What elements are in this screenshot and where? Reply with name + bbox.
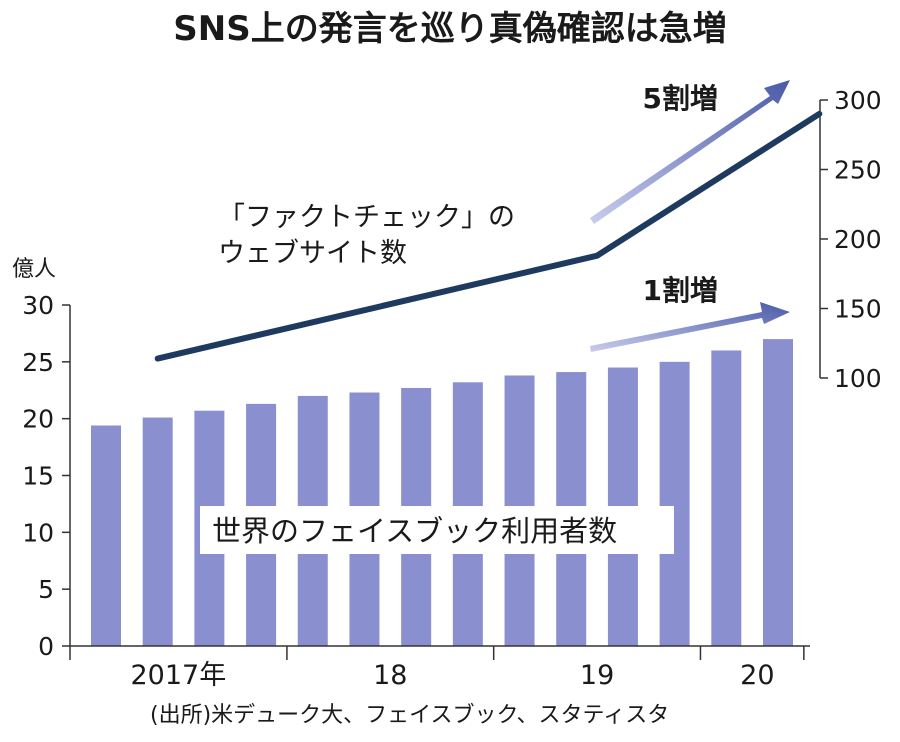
bar (91, 425, 121, 646)
website-count-line (154, 110, 823, 362)
arrow-5wari-shape (590, 80, 790, 224)
right-tick-label: 100 (834, 364, 882, 393)
left-tick-label: 0 (38, 632, 54, 661)
x-tick-label: 2017年 (131, 660, 227, 691)
right-tick-label: 200 (834, 225, 882, 254)
bar-series-label-bg (200, 506, 674, 554)
bar (659, 361, 690, 646)
bar-series (91, 339, 793, 646)
arrow-1wari (590, 302, 790, 352)
line-series-label-line2: ウェブサイト数 (218, 238, 407, 269)
arrow-5wari (590, 80, 790, 224)
left-axis: 0 5 10 15 20 25 30 (22, 291, 71, 661)
annotation-1wari: 1割増 (643, 274, 718, 307)
x-tick-label: 19 (580, 660, 614, 691)
bar (763, 339, 793, 646)
right-axis: 100 150 200 250 300 (819, 86, 882, 393)
line-series-label: 「ファクトチェック」の ウェブサイト数 (218, 202, 515, 269)
bar (142, 417, 173, 646)
arrow-1wari-shape (590, 302, 790, 352)
chart-title: SNS上の発言を巡り真偽確認は急増 (173, 9, 726, 49)
bar (711, 350, 742, 646)
left-tick-label: 15 (22, 462, 54, 491)
x-tick-label: 20 (740, 660, 774, 691)
right-tick-label: 250 (834, 156, 882, 185)
left-axis-unit: 億人 (12, 257, 56, 282)
left-tick-label: 25 (22, 348, 54, 377)
right-tick-label: 150 (834, 295, 882, 324)
annotation-5wari: 5割増 (643, 82, 718, 115)
bar-series-label: 世界のフェイスブック利用者数 (212, 514, 617, 548)
left-tick-label: 30 (22, 291, 54, 320)
x-axis: 2017年 18 19 20 (69, 645, 810, 691)
line-series-label-line1: 「ファクトチェック」の (218, 202, 515, 233)
left-tick-label: 5 (38, 575, 54, 604)
x-tick-label: 18 (373, 660, 407, 691)
left-tick-label: 20 (22, 405, 54, 434)
left-tick-label: 10 (22, 518, 54, 547)
right-tick-label: 300 (834, 86, 882, 115)
source-note: (出所)米デューク大、フェイスブック、スタティスタ (150, 703, 669, 728)
